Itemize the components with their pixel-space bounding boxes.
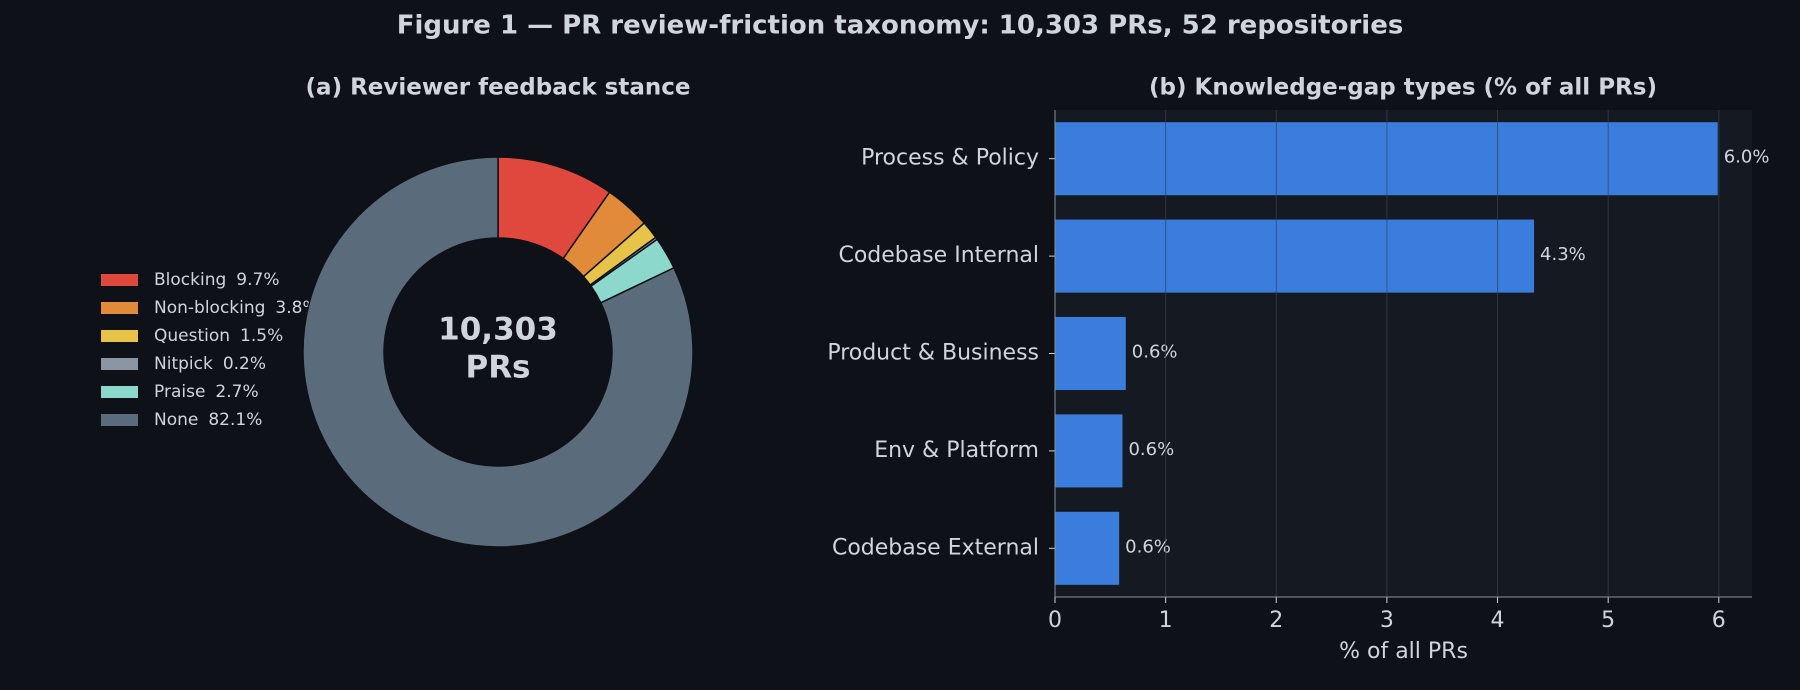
legend-value: 0.2% [223, 354, 266, 374]
legend-value: 82.1% [208, 410, 262, 430]
bar [1055, 219, 1535, 293]
bar [1055, 316, 1126, 391]
chart-title: (a) Reviewer feedback stance [306, 75, 691, 101]
x-tick-label: 2 [1269, 608, 1283, 633]
center-label: 10,303 [438, 312, 558, 348]
value-label: 4.3% [1540, 244, 1586, 265]
figure-title: Figure 1 — PR review-friction taxonomy: … [397, 11, 1404, 41]
x-tick-label: 5 [1601, 608, 1615, 633]
x-tick-label: 6 [1712, 608, 1726, 633]
legend-label: Nitpick [154, 354, 213, 374]
category-label: Process & Policy [861, 146, 1039, 171]
legend-label: None [154, 410, 198, 430]
category-label: Env & Platform [874, 438, 1039, 463]
x-tick-label: 4 [1491, 608, 1505, 633]
legend-swatch [101, 386, 138, 398]
pie-wedge [302, 156, 694, 548]
chart-title: (b) Knowledge-gap types (% of all PRs) [1149, 75, 1657, 101]
legend-swatch [101, 274, 138, 286]
legend-value: 2.7% [215, 382, 258, 402]
legend-swatch [101, 358, 138, 370]
value-label: 0.6% [1132, 342, 1178, 363]
x-tick-label: 3 [1380, 608, 1394, 633]
legend-swatch [101, 330, 138, 342]
bar [1055, 414, 1123, 488]
legend-value: 9.7% [236, 270, 279, 290]
category-label: Codebase Internal [838, 243, 1039, 268]
category-label: Product & Business [827, 341, 1039, 366]
center-label: PRs [465, 350, 530, 386]
x-tick-label: 0 [1048, 608, 1062, 633]
legend-swatch [101, 302, 138, 314]
x-axis-label: % of all PRs [1339, 639, 1468, 664]
value-label: 0.6% [1125, 536, 1171, 557]
category-label: Codebase External [832, 535, 1039, 560]
legend-label: Question [154, 326, 230, 346]
legend-label: Praise [154, 382, 205, 402]
legend-label: Non-blocking [154, 298, 265, 318]
x-tick-label: 1 [1159, 608, 1173, 633]
legend-label: Blocking [154, 270, 226, 290]
value-label: 6.0% [1724, 147, 1770, 168]
bar [1055, 511, 1120, 585]
legend-value: 1.5% [240, 326, 283, 346]
value-label: 0.6% [1128, 439, 1174, 460]
bar [1055, 122, 1718, 196]
legend-swatch [101, 414, 138, 426]
